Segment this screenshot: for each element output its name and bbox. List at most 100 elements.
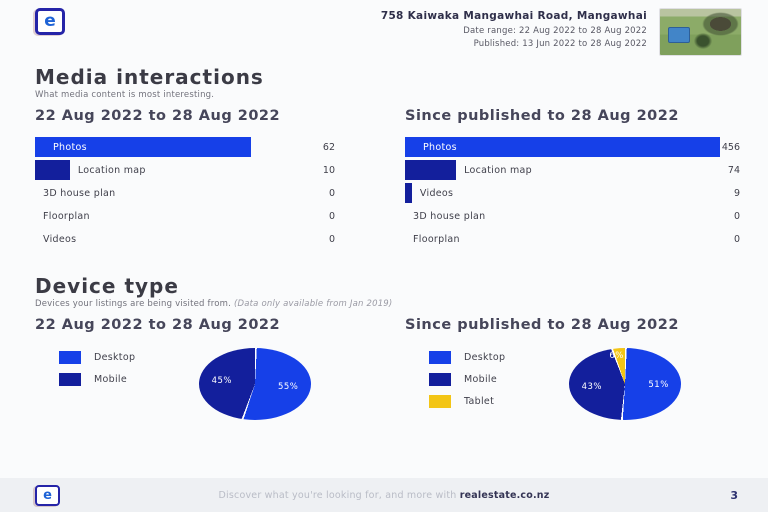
legend-item: Desktop — [59, 351, 171, 364]
bar-label: Photos — [423, 141, 457, 153]
bar-value: 62 — [322, 141, 335, 153]
bar-value: 74 — [727, 164, 740, 176]
device-section-title: Device type — [35, 274, 179, 298]
device-left-heading: 22 Aug 2022 to 28 Aug 2022 — [35, 317, 281, 333]
bar-track: Location map — [35, 160, 251, 180]
device-column-since-published: Since published to 28 Aug 2022 Desktop Mo… — [405, 309, 740, 420]
device-column-current: 22 Aug 2022 to 28 Aug 2022 Desktop Mobile… — [35, 309, 335, 420]
bar-track: Location map — [405, 160, 720, 180]
brand-logo-letter: e — [44, 11, 56, 31]
pie: 55% 45% — [199, 348, 311, 420]
thumbnail-trees — [702, 11, 740, 36]
legend-item: Mobile — [429, 373, 541, 386]
published-line: Published: 13 Jun 2022 to 28 Aug 2022 — [473, 39, 647, 49]
pie-slice-label: 6% — [609, 350, 624, 361]
bar-row: 3D house plan 0 — [35, 183, 335, 203]
bar-track: Floorplan — [405, 229, 720, 249]
bar-label: 3D house plan — [43, 187, 116, 199]
media-columns: 22 Aug 2022 to 28 Aug 2022 Photos 62 Locat… — [35, 100, 740, 252]
legend-label: Mobile — [464, 374, 497, 385]
pie-legend: Desktop Mobile — [59, 346, 171, 386]
bar-label: Floorplan — [43, 210, 90, 222]
media-section-subtitle: What media content is most interesting. — [35, 90, 215, 100]
bar-value: 456 — [721, 141, 740, 153]
legend-swatch — [429, 373, 451, 386]
media-right-heading: Since published to 28 Aug 2022 — [405, 108, 679, 124]
legend-swatch — [429, 395, 451, 408]
bar-value: 10 — [322, 164, 335, 176]
bar-row: Location map 10 — [35, 160, 335, 180]
footer-brand-name: realestate.co.nz — [459, 489, 550, 501]
media-column-since-published: Since published to 28 Aug 2022 Photos 456… — [405, 100, 740, 252]
report-content: Media interactions What media content is… — [0, 65, 768, 420]
pie-slice-label: 45% — [211, 375, 233, 386]
bar-row: Videos 0 — [35, 229, 335, 249]
device-type-section: Device type Devices your listings are be… — [35, 274, 740, 420]
legend-swatch — [59, 351, 81, 364]
column-gap — [335, 100, 405, 252]
pie-chart-since-published: Desktop Mobile Tablet 51% 43% 6% — [405, 346, 740, 420]
bar-label: Videos — [43, 233, 77, 245]
pie-slice-label: 51% — [648, 379, 669, 390]
device-section-subtitle: Devices your listings are being visited … — [35, 299, 740, 309]
footer-brand-logo-icon: e — [35, 484, 60, 506]
bar-row: 3D house plan 0 — [405, 206, 740, 226]
bar-label: 3D house plan — [413, 210, 486, 222]
bar-value: 0 — [328, 187, 335, 199]
bar-track: Videos — [35, 229, 251, 249]
media-left-heading: 22 Aug 2022 to 28 Aug 2022 — [35, 108, 281, 124]
bar — [405, 160, 457, 180]
bar-track: Photos — [405, 137, 720, 157]
device-subtitle-note: (Data only available from Jan 2019) — [233, 299, 393, 309]
bar-label: Location map — [77, 164, 146, 176]
report-footer: e Discover what you're looking for, and … — [0, 478, 768, 512]
pie-chart-current-week: Desktop Mobile 55% 45% — [35, 346, 335, 420]
legend-label: Desktop — [464, 352, 506, 363]
bar-row: Photos 62 — [35, 137, 335, 157]
legend-item: Desktop — [429, 351, 541, 364]
footer-tagline: Discover what you're looking for, and mo… — [219, 490, 550, 501]
bar-label: Floorplan — [413, 233, 460, 245]
bar-track: 3D house plan — [35, 183, 251, 203]
legend-item: Tablet — [429, 395, 541, 408]
bar-row: Floorplan 0 — [35, 206, 335, 226]
column-gap — [335, 309, 405, 420]
bar-chart-current-week: Photos 62 Location map 10 3D house plan 0 Floo… — [35, 137, 335, 249]
bar-value: 9 — [733, 187, 740, 199]
thumbnail-hedge — [694, 32, 712, 49]
bar-label: Photos — [53, 141, 87, 153]
pie-slice-label: 55% — [277, 382, 299, 393]
bar-value: 0 — [328, 233, 335, 245]
bar-track: 3D house plan — [405, 206, 720, 226]
date-range-line: Date range: 22 Aug 2022 to 28 Aug 2022 — [463, 26, 647, 36]
device-columns: 22 Aug 2022 to 28 Aug 2022 Desktop Mobile… — [35, 309, 740, 420]
bar-value: 0 — [733, 210, 740, 222]
device-right-heading: Since published to 28 Aug 2022 — [405, 317, 679, 333]
legend-swatch — [59, 373, 81, 386]
media-column-current: 22 Aug 2022 to 28 Aug 2022 Photos 62 Locat… — [35, 100, 335, 252]
bar: Photos — [405, 137, 720, 157]
media-section-title: Media interactions — [35, 65, 264, 89]
page-number: 3 — [730, 488, 738, 502]
bar-chart-since-published: Photos 456 Location map 74 Videos 9 3D house p… — [405, 137, 740, 249]
pie-slice-label: 43% — [581, 382, 603, 393]
legend-item: Mobile — [59, 373, 171, 386]
legend-label: Desktop — [94, 352, 136, 363]
report-header: e 758 Kaiwaka Mangawhai Road, Mangawhai … — [0, 0, 768, 56]
bar-row: Floorplan 0 — [405, 229, 740, 249]
bar-row: Photos 456 — [405, 137, 740, 157]
header-meta: 758 Kaiwaka Mangawhai Road, Mangawhai Da… — [381, 8, 647, 51]
legend-label: Mobile — [94, 374, 127, 385]
property-photo-thumbnail — [659, 8, 742, 56]
thumbnail-pool — [668, 27, 690, 44]
bar-value: 0 — [733, 233, 740, 245]
bar-track: Videos — [405, 183, 720, 203]
media-interactions-section: Media interactions What media content is… — [35, 65, 740, 252]
bar-row: Location map 74 — [405, 160, 740, 180]
brand-logo-icon: e — [35, 8, 65, 35]
bar-label: Location map — [464, 164, 532, 176]
pie-legend: Desktop Mobile Tablet — [429, 346, 541, 408]
pie: 51% 43% 6% — [569, 348, 681, 420]
bar — [35, 160, 70, 180]
footer-tagline-text: Discover what you're looking for, and mo… — [218, 489, 457, 501]
